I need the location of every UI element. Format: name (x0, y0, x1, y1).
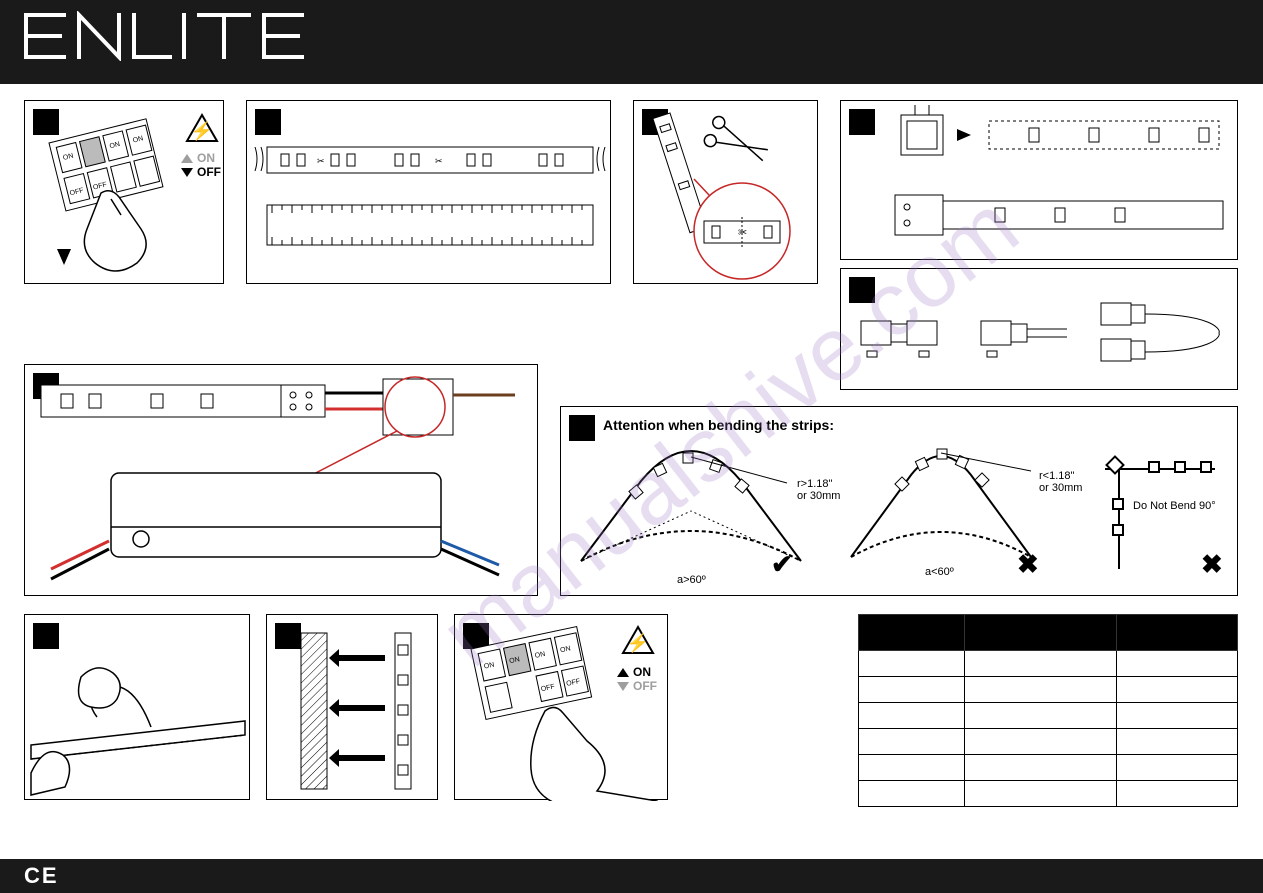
off-label: OFF (633, 679, 657, 693)
spec-col-0 (859, 615, 965, 651)
table-row (859, 781, 1238, 807)
radius-bad-label: r<1.18"or 30mm (1039, 470, 1082, 494)
step-8-panel (24, 614, 250, 800)
off-label: OFF (197, 165, 221, 179)
footer-bar: CE (0, 859, 1263, 893)
do-not-bend-label: Do Not Bend 90° (1133, 500, 1216, 512)
on-label: ON (197, 151, 215, 165)
step-5-panel (840, 268, 1238, 390)
svg-text:⚡: ⚡ (627, 632, 649, 654)
cross-icon: ✖ (1201, 549, 1223, 579)
step-1-panel: ⚡ ON ON ON OFF OFF ON (24, 100, 224, 284)
step-6-panel (24, 364, 538, 596)
step-4-panel (840, 100, 1238, 260)
cross-icon: ✖ (1017, 549, 1039, 579)
svg-text:✂: ✂ (317, 156, 325, 166)
radius-ok-label: r>1.18"or 30mm (797, 478, 840, 502)
table-row (859, 677, 1238, 703)
step-9-panel (266, 614, 438, 800)
svg-text:✂: ✂ (738, 227, 747, 239)
spec-table-panel (858, 614, 1238, 830)
svg-text:⚡: ⚡ (191, 120, 213, 142)
arrow-left-icon (957, 129, 971, 141)
table-row (859, 651, 1238, 677)
step-7-panel: Attention when bending the strips: r>1.1… (560, 406, 1238, 596)
angle-ok-label: a>60º (677, 574, 706, 586)
brand-logo (24, 11, 344, 74)
angle-bad-label: a<60º (925, 566, 954, 578)
svg-text:✂: ✂ (435, 156, 443, 166)
header-bar (0, 0, 1263, 84)
table-row (859, 729, 1238, 755)
step-2-panel: ✂ ✂ (246, 100, 611, 284)
spec-col-2 (1116, 615, 1237, 651)
step-3-panel: ✂ (633, 100, 818, 284)
spec-col-1 (965, 615, 1117, 651)
check-icon: ✔ (771, 549, 793, 579)
spec-table (858, 614, 1238, 807)
on-label: ON (633, 665, 651, 679)
onoff-legend: ON OFF (181, 151, 221, 179)
table-row (859, 755, 1238, 781)
onoff-legend: ON OFF (617, 665, 657, 693)
table-row (859, 703, 1238, 729)
ce-mark: CE (24, 863, 59, 889)
step-10-panel: ⚡ ONONONON OFFOFF ON OFF (454, 614, 668, 800)
